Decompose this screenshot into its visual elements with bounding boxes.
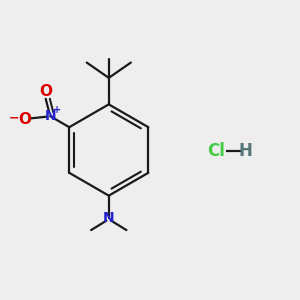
Text: N: N (44, 109, 56, 123)
Text: O: O (39, 84, 52, 99)
Text: Cl: Cl (207, 142, 225, 160)
Text: −: − (9, 112, 19, 125)
Text: H: H (239, 142, 253, 160)
Text: +: + (52, 105, 61, 115)
Text: N: N (103, 211, 115, 225)
Text: O: O (18, 112, 31, 127)
